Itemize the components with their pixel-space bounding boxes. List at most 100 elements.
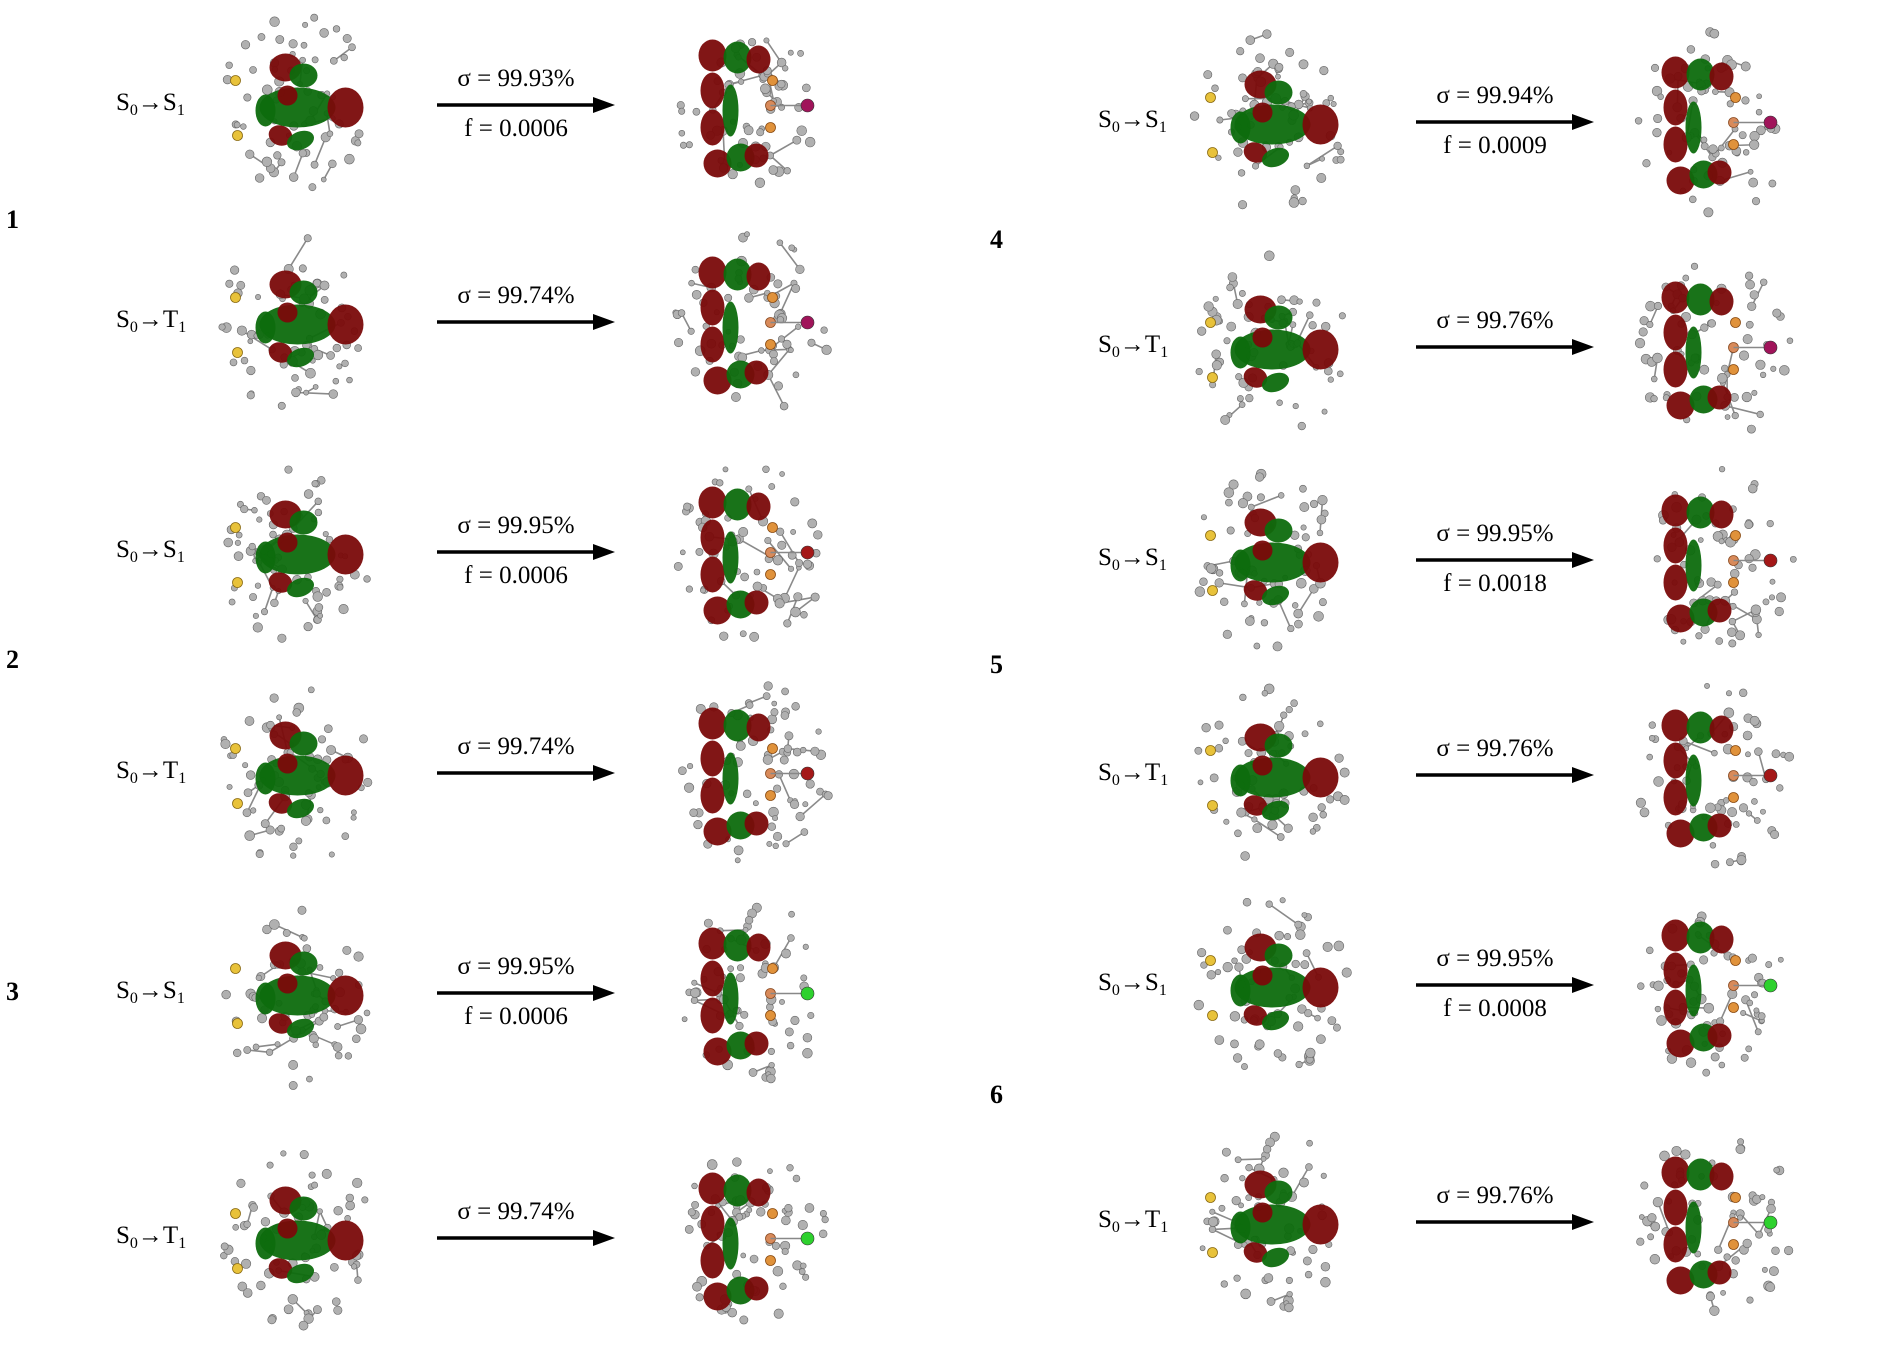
transition-arrow-block: σ = 99.95% f = 0.0018 [1416,520,1594,600]
halide-atom [800,98,814,112]
halide-atom [1763,1215,1777,1229]
transition-arrow: → [137,977,163,1004]
electron-orbital-molecule [1634,26,1780,217]
transition-arrow-block: σ = 99.76% [1416,307,1594,387]
from-state: S [116,536,130,563]
hole-orbital-molecule [220,905,370,1090]
arrow-icon [437,544,615,560]
arrow-icon [1416,114,1594,130]
to-state: T [1144,331,1161,358]
transition-label: S0→S1 [1098,969,1167,1000]
transition-arrow: → [1119,1206,1145,1233]
to-state-index: 1 [1160,772,1169,789]
from-state-index: 0 [129,1235,138,1252]
sigma-value: σ = 99.74% [457,282,575,309]
from-state-index: 0 [1111,1219,1120,1236]
compound-label: 4 [990,225,1003,254]
compound-label: 2 [6,645,19,674]
hole-orbital-molecule [1195,250,1346,430]
transition-arrow: → [1119,544,1145,571]
electron-orbital-molecule [1635,682,1794,868]
halide-atom [1763,115,1777,129]
to-state-index: 1 [1160,1219,1169,1236]
from-state: S [1098,1206,1112,1233]
from-state-index: 0 [129,102,138,119]
arrow-icon [1416,552,1594,568]
transition-label: S0→S1 [116,536,185,567]
transition-arrow-block: σ = 99.74% [437,733,615,813]
transition-arrow: → [137,757,163,784]
oscillator-strength: f = 0.0009 [1443,132,1547,159]
from-state: S [116,977,130,1004]
to-state: S [162,536,177,563]
halide-atom [1763,768,1777,782]
transition-arrow: → [1119,969,1145,996]
electron-orbital-molecule [1636,910,1784,1077]
sigma-value: σ = 99.76% [1436,1182,1554,1209]
halide-atom [800,315,814,329]
to-state-index: 1 [176,990,185,1007]
electron-orbital-molecule [1635,1137,1793,1316]
transition-arrow: → [1119,331,1145,358]
to-state: T [1144,759,1161,786]
hole-orbital-molecule [222,465,371,643]
arrow-icon [437,985,615,1001]
sigma-value: σ = 99.93% [457,65,575,92]
hole-orbital-molecule [1193,683,1350,861]
to-state: T [1144,1206,1161,1233]
arrow-icon [437,314,615,330]
compound-label: 1 [6,205,19,234]
transition-arrow: → [1119,106,1145,133]
from-state-index: 0 [1111,557,1120,574]
transition-arrow: → [1119,759,1145,786]
transition-arrow-block: σ = 99.76% [1416,1182,1594,1262]
from-state: S [1098,331,1112,358]
electron-orbital-molecule [681,902,814,1083]
from-state-index: 0 [129,549,138,566]
electron-orbital-molecule [684,1156,829,1324]
transition-arrow-block: σ = 99.95% f = 0.0006 [437,512,615,592]
arrow-icon [1416,1214,1594,1230]
arrow-icon [437,765,615,781]
compound-label: 6 [990,1080,1003,1109]
transition-arrow: → [137,89,163,116]
transition-label: S0→S1 [116,89,185,120]
electron-orbital-molecule [1653,465,1797,647]
transition-label: S0→T1 [116,757,186,788]
sigma-value: σ = 99.95% [457,512,575,539]
transition-arrow-block: σ = 99.74% [437,282,615,362]
hole-orbital-molecule [1193,896,1352,1070]
oscillator-strength: f = 0.0006 [464,1003,568,1030]
oscillator-strength: f = 0.0006 [464,115,568,142]
sigma-value: σ = 99.76% [1436,735,1554,762]
halide-atom [800,766,814,780]
transition-label: S0→T1 [1098,331,1168,362]
electron-orbital-molecule [673,465,822,642]
arrow-icon [437,1230,615,1246]
electron-orbital-molecule [671,230,832,410]
arrow-icon [1416,767,1594,783]
transition-label: S0→S1 [1098,544,1167,575]
halide-atom [800,986,814,1000]
oscillator-strength: f = 0.0018 [1443,570,1547,597]
transition-arrow-block: σ = 99.76% [1416,735,1594,815]
to-state-index: 1 [176,549,185,566]
sigma-value: σ = 99.95% [457,953,575,980]
hole-orbital-molecule [222,13,363,191]
hole-orbital-molecule [219,685,372,859]
sigma-value: σ = 99.76% [1436,307,1554,334]
to-state-index: 1 [1158,557,1167,574]
halide-atom [1763,978,1777,992]
to-state-index: 1 [1158,982,1167,999]
transition-arrow: → [137,1222,163,1249]
from-state: S [116,757,130,784]
from-state-index: 0 [129,319,138,336]
transition-label: S0→T1 [1098,759,1168,790]
transition-label: S0→T1 [116,1222,186,1253]
hole-orbital-molecule [218,233,363,410]
halide-atom [1763,340,1777,354]
transition-label: S0→S1 [1098,106,1167,137]
hole-orbital-molecule [1189,28,1345,209]
to-state: S [1144,544,1159,571]
hole-orbital-molecule [1194,468,1338,651]
